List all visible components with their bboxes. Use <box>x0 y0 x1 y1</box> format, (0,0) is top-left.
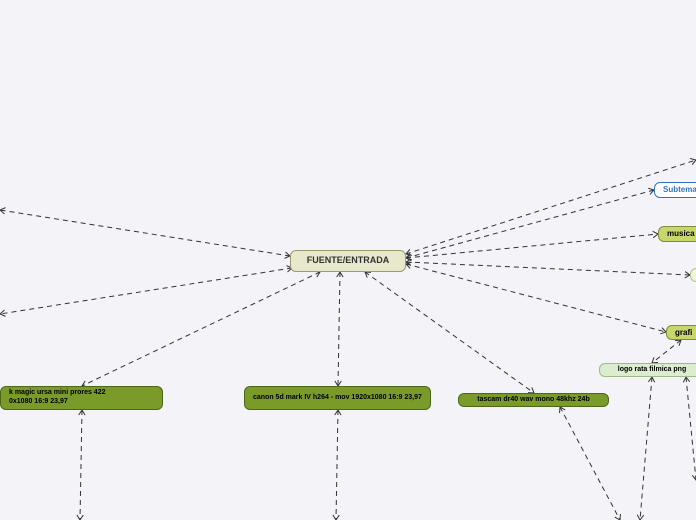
node-subtema-label: Subtema <box>663 185 696 195</box>
node-logo-label: logo rata filmica png <box>618 366 686 375</box>
node-center[interactable]: FUENTE/ENTRADA <box>290 250 406 272</box>
node-canon[interactable]: canon 5d mark IV h264 - mov 1920x1080 16… <box>244 386 431 410</box>
node-subtema[interactable]: Subtema <box>654 182 696 198</box>
node-tascam[interactable]: tascam dr40 wav mono 48khz 24b <box>458 393 609 407</box>
node-tascam-label: tascam dr40 wav mono 48khz 24b <box>477 396 589 405</box>
node-ursa[interactable]: k magic ursa mini prores 422 0x1080 16:9… <box>0 386 163 410</box>
mindmap-canvas: FUENTE/ENTRADA k magic ursa mini prores 4… <box>0 0 696 520</box>
node-cut1[interactable] <box>690 268 696 282</box>
node-center-label: FUENTE/ENTRADA <box>307 255 390 266</box>
node-graf[interactable]: grafi <box>666 325 696 340</box>
node-musica[interactable]: musica <box>658 226 696 242</box>
node-canon-label: canon 5d mark IV h264 - mov 1920x1080 16… <box>253 394 422 403</box>
node-musica-label: musica <box>667 229 695 239</box>
node-logo[interactable]: logo rata filmica png <box>599 363 696 377</box>
node-graf-label: grafi <box>675 328 692 338</box>
node-ursa-label: k magic ursa mini prores 422 0x1080 16:9… <box>9 389 106 407</box>
